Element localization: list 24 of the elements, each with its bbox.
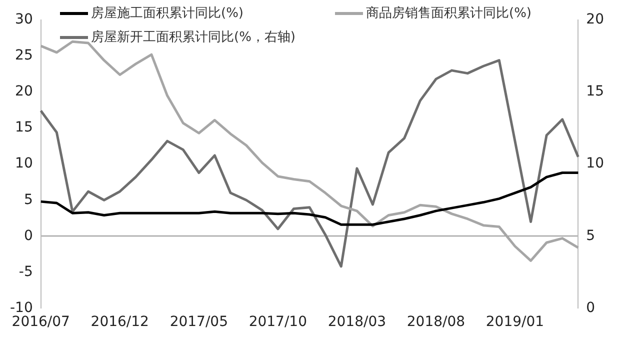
x-tick-label: 2018/03 bbox=[328, 314, 386, 330]
y-tick-label: 20 bbox=[15, 84, 33, 100]
y2-tick-label: 15 bbox=[586, 84, 604, 100]
y-tick-label: -5 bbox=[18, 264, 33, 280]
x-tick-label: 2016/07 bbox=[12, 314, 70, 330]
y-tick-label: 15 bbox=[15, 120, 33, 136]
y2-tick-label: 10 bbox=[586, 156, 604, 172]
y-tick-label: -10 bbox=[10, 300, 33, 316]
x-tick-label: 2017/10 bbox=[248, 314, 308, 330]
legend-label: 商品房销售面积累计同比(%) bbox=[366, 5, 532, 22]
y2-tick-label: 0 bbox=[586, 300, 596, 316]
legend-label: 房屋施工面积累计同比(%) bbox=[91, 5, 244, 22]
y-tick-label: 25 bbox=[15, 48, 33, 64]
y-tick-label: 5 bbox=[24, 192, 33, 208]
x-tick-label: 2018/08 bbox=[406, 314, 466, 330]
y-tick-label: 10 bbox=[15, 156, 33, 172]
y-tick-label: 30 bbox=[15, 12, 33, 28]
x-tick-label: 2017/05 bbox=[170, 314, 228, 330]
x-tick-label: 2016/12 bbox=[90, 314, 149, 330]
x-tick-label: 2019/01 bbox=[486, 314, 544, 330]
y-tick-label: 0 bbox=[24, 228, 33, 244]
y2-tick-label: 5 bbox=[586, 228, 596, 244]
y2-tick-label: 20 bbox=[586, 12, 604, 28]
legend-label: 房屋新开工面积累计同比(%，右轴) bbox=[91, 29, 296, 46]
